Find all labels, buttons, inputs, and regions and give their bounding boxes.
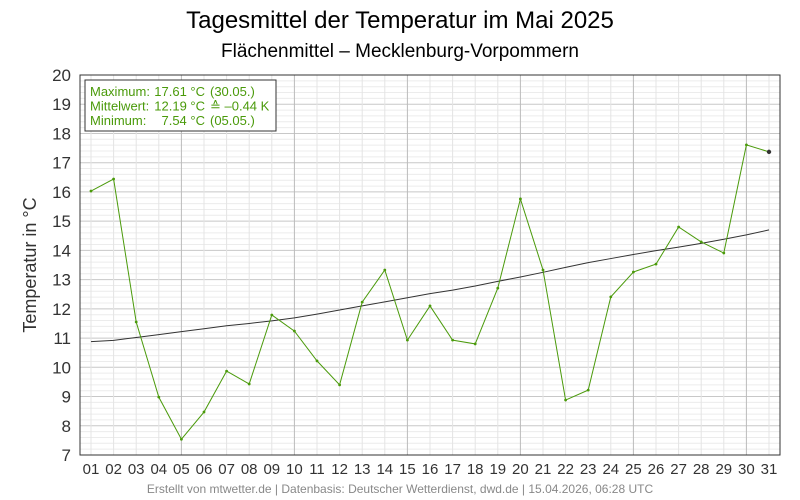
data-point <box>406 338 409 342</box>
chart-title: Tagesmittel der Temperatur im Mai 2025 <box>186 7 614 34</box>
x-tick-label: 06 <box>196 461 213 478</box>
y-tick-label: 10 <box>52 358 71 377</box>
legend: Maximum: 17.61 °C (30.05.) Mittelwert: 12.19… <box>84 79 277 132</box>
legend-value: 17.61 °C <box>154 84 205 99</box>
data-point <box>654 262 658 266</box>
x-tick-label: 11 <box>309 461 325 478</box>
x-tick-label: 24 <box>602 461 619 478</box>
data-point <box>134 320 138 324</box>
data-point <box>89 189 93 193</box>
x-tick-label: 23 <box>580 461 597 478</box>
x-tick-label: 28 <box>693 461 710 478</box>
y-tick-label: 19 <box>52 95 71 114</box>
data-point <box>541 268 545 272</box>
y-ticks: 7 8 9 10 11 12 13 14 15 16 17 18 19 20 <box>52 66 71 465</box>
x-tick-label: 01 <box>83 461 100 478</box>
data-point <box>428 304 432 308</box>
data-point <box>270 313 274 317</box>
x-tick-label: 18 <box>467 461 484 478</box>
data-point <box>293 329 296 333</box>
series-line-vieljähriges-mittel <box>90 229 770 343</box>
chart-subtitle: Flächenmittel – Mecklenburg-Vorpommern <box>221 41 579 62</box>
y-tick-label: 16 <box>52 183 71 202</box>
series-lines <box>89 143 772 441</box>
data-point <box>338 383 341 387</box>
legend-label: Maximum: <box>90 84 150 99</box>
data-point <box>202 410 206 414</box>
legend-extra: (30.05.) <box>210 84 255 99</box>
x-tick-label: 27 <box>670 461 687 478</box>
x-tick-label: 13 <box>354 461 371 478</box>
legend-value: 7.54 °C <box>161 113 205 128</box>
x-tick-label: 12 <box>331 461 348 478</box>
x-tick-label: 14 <box>376 461 393 478</box>
data-point <box>383 268 387 272</box>
y-tick-label: 17 <box>52 154 71 173</box>
data-point <box>496 286 500 290</box>
footer: Erstellt von mtwetter.de | Datenbasis: D… <box>147 482 654 496</box>
y-tick-label: 12 <box>52 300 71 319</box>
data-point <box>247 382 251 386</box>
legend-value: 12.19 °C <box>154 99 205 114</box>
y-tick-label: 9 <box>62 388 71 407</box>
x-tick-label: 19 <box>489 461 506 478</box>
data-point <box>157 395 161 399</box>
x-tick-label: 31 <box>761 461 778 478</box>
data-point <box>722 251 726 255</box>
grid <box>80 74 780 456</box>
data-point <box>699 240 703 244</box>
x-tick-label: 15 <box>399 461 416 478</box>
legend-extra: (05.05.) <box>210 113 255 128</box>
x-tick-label: 10 <box>286 461 303 478</box>
data-point <box>766 149 772 155</box>
x-tick-label: 05 <box>173 461 190 478</box>
data-point <box>677 225 680 229</box>
data-point <box>112 177 115 181</box>
data-point <box>745 143 748 147</box>
data-point <box>451 338 454 342</box>
x-tick-label: 04 <box>150 461 167 478</box>
y-tick-label: 7 <box>62 446 71 465</box>
legend-box <box>84 79 277 132</box>
x-tick-label: 20 <box>512 461 529 478</box>
plot-frame <box>79 74 781 456</box>
data-point <box>586 388 590 392</box>
x-tick-label: 25 <box>625 461 642 478</box>
data-point <box>473 342 477 346</box>
data-point <box>564 398 567 402</box>
y-tick-label: 14 <box>52 241 71 260</box>
y-tick-label: 8 <box>62 417 71 436</box>
legend-label: Minimum: <box>90 113 146 128</box>
y-axis-label: Temperatur in °C <box>20 197 40 332</box>
data-point <box>360 300 364 304</box>
data-point <box>519 197 522 201</box>
x-tick-label: 26 <box>648 461 665 478</box>
x-tick-label: 08 <box>241 461 258 478</box>
x-ticks: 01 02 03 04 05 06 07 08 09 10 11 12 13 14 15 16 17 18 19 20… <box>83 461 778 478</box>
data-point <box>315 359 319 363</box>
x-tick-label: 17 <box>444 461 461 478</box>
y-tick-label: 11 <box>53 329 71 348</box>
x-tick-label: 03 <box>128 461 145 478</box>
x-tick-label: 29 <box>715 461 732 478</box>
legend-label: Mittelwert: <box>90 99 149 114</box>
x-tick-label: 16 <box>422 461 439 478</box>
x-tick-label: 02 <box>105 461 122 478</box>
y-tick-label: 13 <box>52 271 71 290</box>
data-point <box>632 270 635 274</box>
y-tick-label: 18 <box>52 124 71 143</box>
x-tick-label: 09 <box>263 461 280 478</box>
x-tick-label: 07 <box>218 461 235 478</box>
data-point <box>180 437 183 441</box>
x-tick-label: 30 <box>738 461 755 478</box>
y-tick-label: 20 <box>52 66 71 85</box>
data-point <box>225 369 229 373</box>
x-tick-label: 22 <box>557 461 574 478</box>
y-tick-label: 15 <box>52 212 71 231</box>
legend-extra: ≙ –0.44 K <box>210 99 270 114</box>
x-tick-label: 21 <box>535 461 552 478</box>
data-point <box>609 295 613 299</box>
